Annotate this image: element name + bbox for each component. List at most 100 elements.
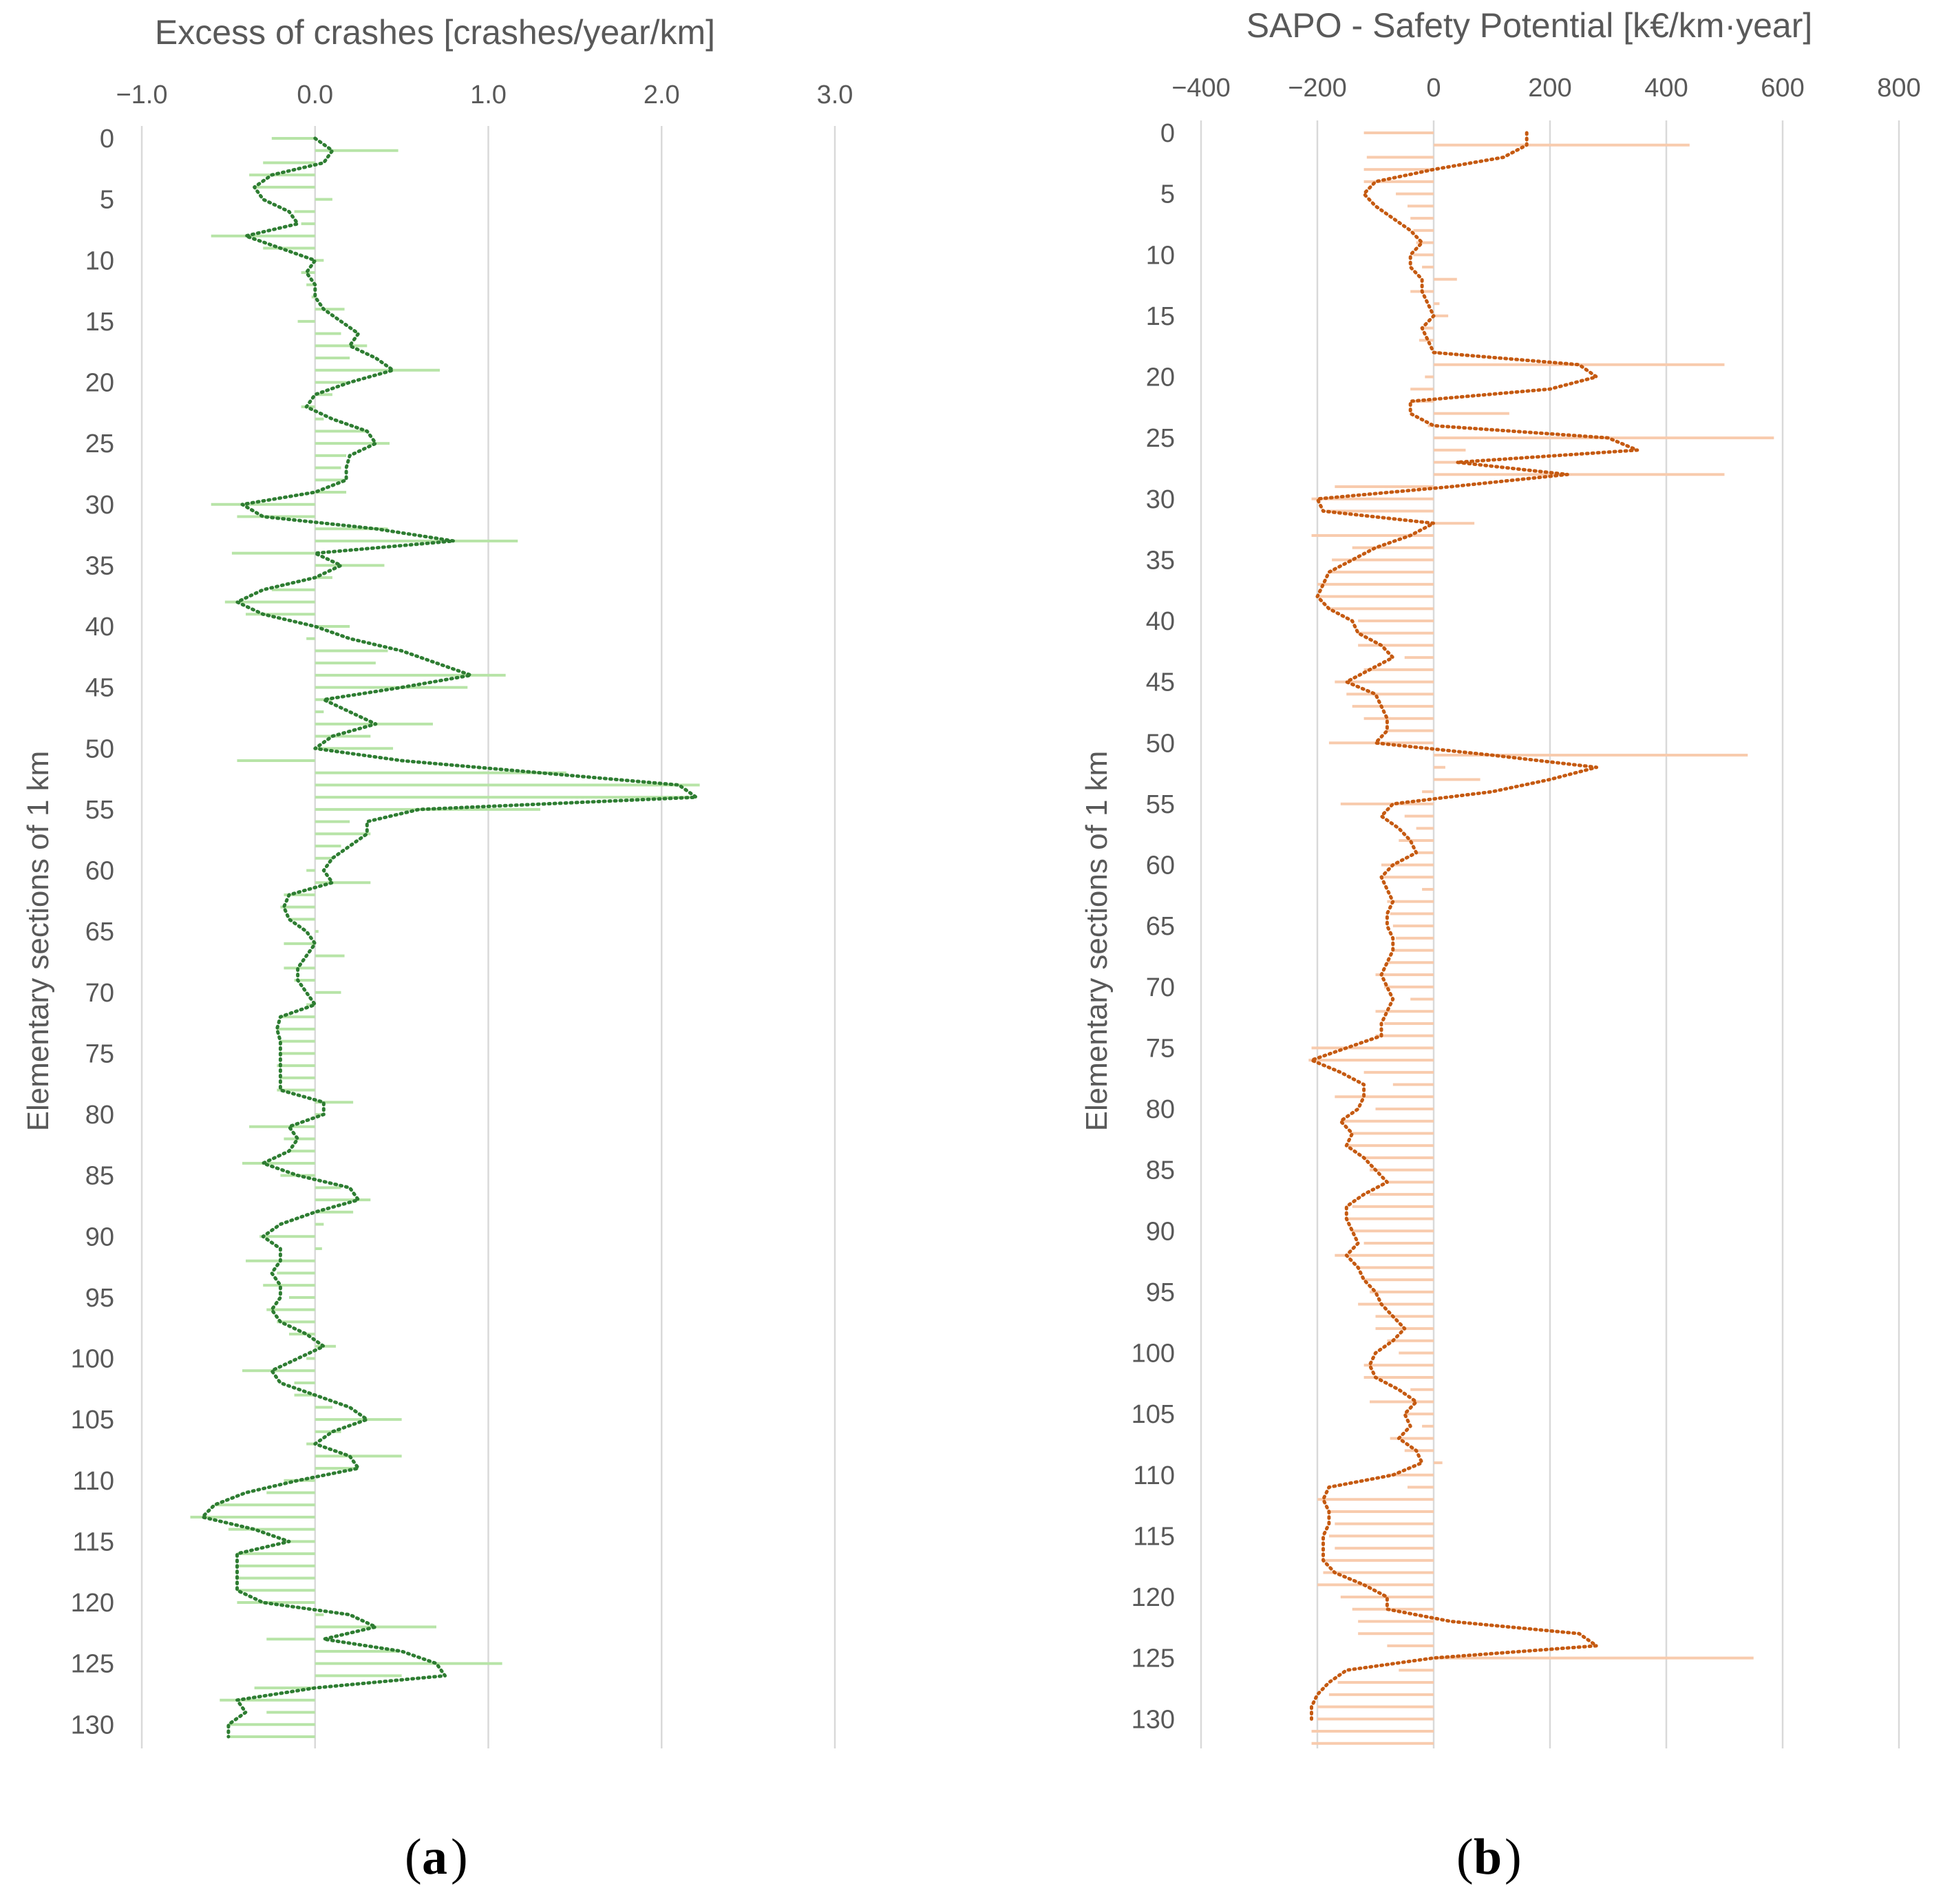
a-bar [237, 759, 315, 762]
b-bar [1358, 631, 1434, 635]
panel-a-y-tick-labels: 0 5 10 15 20 25 30 35 40 45 50 55 60 65 70 75 80 85 90 95 10… [71, 125, 114, 1739]
b-bar [1358, 1620, 1434, 1623]
b-bar [1352, 1132, 1434, 1135]
a-x-tick-label: 2.0 [644, 81, 680, 109]
a-bar [315, 149, 399, 152]
a-x-tick-label: 1.0 [470, 81, 507, 109]
b-y-tick-label: 75 [1146, 1034, 1175, 1063]
b-y-tick-label: 30 [1146, 485, 1175, 514]
panel-a-label-close: ) [451, 1829, 468, 1885]
b-bar [1328, 1693, 1434, 1696]
a-bar [249, 173, 315, 177]
a-y-tick-label: 75 [85, 1039, 114, 1068]
a-moving-average-polyline [200, 136, 699, 1739]
a-bar [315, 454, 347, 457]
a-bar [277, 1027, 315, 1030]
b-bar [1335, 485, 1434, 489]
a-bar [315, 539, 518, 542]
a-x-tick-label: −1.0 [116, 81, 167, 109]
b-bar [1340, 802, 1434, 805]
a-y-tick-label: 20 [85, 369, 114, 398]
b-bar [1346, 692, 1434, 696]
b-bar [1413, 229, 1434, 232]
b-y-tick-label: 80 [1146, 1095, 1175, 1124]
a-bar [315, 1186, 341, 1189]
b-bar [1434, 753, 1748, 757]
a-bar [228, 1723, 315, 1726]
a-bar [237, 1564, 315, 1567]
b-bar [1396, 192, 1434, 195]
a-bar [315, 698, 332, 701]
a-bar [228, 1735, 315, 1738]
b-bar [1384, 1022, 1434, 1025]
a-bar [315, 368, 440, 372]
panel-a-title: Excess of crashes [crashes/year/km] [155, 13, 715, 52]
a-bar [315, 442, 390, 445]
a-y-tick-label: 100 [71, 1345, 114, 1374]
a-bar [315, 564, 385, 567]
b-bar [1375, 1108, 1434, 1111]
a-bar [315, 710, 324, 714]
b-bar [1370, 1400, 1434, 1404]
b-bar [1413, 253, 1434, 257]
a-bar [315, 1210, 354, 1214]
a-bar [315, 832, 371, 836]
a-bar [315, 796, 697, 799]
b-bar [1416, 241, 1434, 244]
panel-b-y-tick-labels: 0 5 10 15 20 25 30 35 40 45 50 55 60 65 70 75 80 85 90 95 10… [1132, 119, 1175, 1734]
b-bar [1363, 1364, 1434, 1367]
b-bar [1311, 1742, 1434, 1745]
a-bar [315, 1674, 402, 1678]
a-bar [263, 246, 315, 250]
panel-a-excess-crashes-chart: −1.0 0.0 1.0 2.0 3.0 0 5 10 15 20 25 30 35 40 45 50 55 6… [21, 13, 853, 1885]
a-x-tick-label: 3.0 [817, 81, 853, 109]
b-bar [1434, 302, 1440, 306]
b-y-tick-label: 110 [1133, 1461, 1175, 1490]
a-y-tick-label: 110 [72, 1467, 114, 1496]
a-bar [315, 430, 368, 433]
b-y-tick-label: 0 [1160, 119, 1175, 148]
b-y-tick-label: 85 [1146, 1156, 1175, 1185]
b-x-tick-label: −200 [1288, 74, 1347, 103]
b-x-tick-label: 800 [1877, 74, 1920, 103]
b-y-tick-label: 40 [1146, 607, 1175, 636]
a-bar [315, 381, 347, 384]
a-bar [315, 930, 319, 933]
a-bar [311, 295, 315, 299]
b-bar [1434, 1656, 1754, 1660]
b-bar [1434, 765, 1445, 769]
b-bar [1425, 375, 1434, 379]
b-bar [1358, 620, 1434, 623]
a-y-tick-label: 65 [85, 918, 114, 946]
b-bar [1363, 131, 1434, 134]
b-y-tick-label: 95 [1146, 1278, 1175, 1307]
b-bar [1328, 1534, 1434, 1538]
b-bar [1410, 388, 1434, 391]
b-bar [1407, 1485, 1434, 1489]
b-bar [1387, 1339, 1434, 1342]
a-bar [284, 966, 315, 970]
b-bar [1390, 1437, 1434, 1440]
b-y-tick-label: 20 [1146, 363, 1175, 392]
panel-a-label-open: ( [405, 1829, 422, 1885]
a-bar [280, 905, 315, 909]
b-bar [1384, 985, 1434, 988]
a-bar [294, 1381, 315, 1384]
b-bar [1335, 1254, 1434, 1257]
a-bar [280, 1076, 315, 1079]
b-bar [1352, 546, 1434, 549]
panel-b-moving-average-line [1310, 131, 1639, 1721]
a-bar [306, 637, 315, 640]
b-bar [1358, 644, 1434, 647]
a-bar [224, 600, 315, 604]
b-bar [1434, 522, 1475, 525]
a-bar [242, 1369, 315, 1373]
b-bar [1434, 448, 1466, 452]
b-y-tick-label: 65 [1146, 912, 1175, 941]
b-bar [1358, 1302, 1434, 1306]
b-bar [1387, 729, 1434, 732]
a-bar [266, 1308, 315, 1311]
b-bar [1335, 1095, 1434, 1099]
b-x-tick-label: 200 [1528, 74, 1571, 103]
a-bar [306, 1357, 315, 1360]
